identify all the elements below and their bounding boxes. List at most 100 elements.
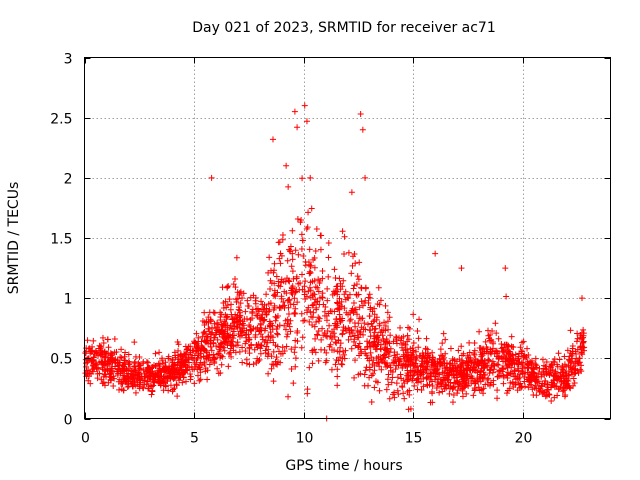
data-point xyxy=(382,302,389,309)
data-point xyxy=(416,352,423,359)
data-point xyxy=(84,370,91,377)
data-point xyxy=(158,355,165,362)
data-point xyxy=(198,342,205,349)
data-point xyxy=(96,370,103,377)
data-point xyxy=(233,298,240,305)
data-point xyxy=(232,276,239,283)
data-point xyxy=(174,393,181,400)
data-point xyxy=(157,361,164,368)
data-point xyxy=(215,350,222,357)
data-point xyxy=(224,342,231,349)
data-point xyxy=(445,382,452,389)
data-point xyxy=(437,352,444,359)
data-point xyxy=(354,334,361,341)
data-point xyxy=(117,354,124,361)
data-point xyxy=(418,358,425,365)
data-point xyxy=(294,299,301,306)
data-point xyxy=(384,345,391,352)
x-tick-label: 5 xyxy=(190,431,199,447)
data-point xyxy=(405,354,412,361)
data-point xyxy=(335,337,342,344)
data-point xyxy=(542,393,549,400)
data-point xyxy=(413,357,420,364)
data-point xyxy=(271,280,278,287)
data-point xyxy=(282,326,289,333)
data-point xyxy=(306,318,313,325)
data-point xyxy=(298,246,305,253)
data-point xyxy=(356,259,363,266)
data-point xyxy=(252,334,259,341)
data-point xyxy=(373,355,380,362)
data-point xyxy=(345,336,352,343)
data-point xyxy=(307,279,314,286)
data-point xyxy=(267,286,274,293)
data-point xyxy=(303,225,310,232)
data-point xyxy=(225,363,232,370)
data-point xyxy=(180,350,187,357)
data-point xyxy=(341,250,348,257)
data-point xyxy=(575,359,582,366)
data-point xyxy=(217,328,224,335)
data-point xyxy=(199,344,206,351)
data-point xyxy=(208,174,215,181)
data-point xyxy=(281,288,288,295)
data-point xyxy=(524,345,531,352)
data-point xyxy=(500,380,507,387)
data-point xyxy=(257,321,264,328)
data-point xyxy=(428,388,435,395)
data-point xyxy=(502,346,509,353)
data-point xyxy=(520,338,527,345)
data-point xyxy=(361,320,368,327)
data-point xyxy=(150,382,157,389)
x-tick-label: 10 xyxy=(296,431,314,447)
data-point xyxy=(187,376,194,383)
data-point xyxy=(358,284,365,291)
data-point xyxy=(557,375,564,382)
data-point xyxy=(125,351,132,358)
data-point xyxy=(404,378,411,385)
data-point xyxy=(317,246,324,253)
data-point xyxy=(131,339,138,346)
data-point xyxy=(195,352,202,359)
data-point xyxy=(528,360,535,367)
data-point xyxy=(117,368,124,375)
data-point xyxy=(563,381,570,388)
data-point xyxy=(307,263,314,270)
y-tick-label: 1.5 xyxy=(50,232,72,248)
data-point xyxy=(223,314,230,321)
data-point xyxy=(462,382,469,389)
data-point xyxy=(194,372,201,379)
data-point xyxy=(261,339,268,346)
data-point xyxy=(292,247,299,254)
data-point xyxy=(384,376,391,383)
data-point xyxy=(489,358,496,365)
data-point xyxy=(313,304,320,311)
data-point xyxy=(127,365,134,372)
data-point xyxy=(558,378,565,385)
data-point xyxy=(284,257,291,264)
data-point xyxy=(112,356,119,363)
data-point xyxy=(356,315,363,322)
data-point xyxy=(545,391,552,398)
data-point xyxy=(411,382,418,389)
data-point xyxy=(551,369,558,376)
data-point xyxy=(123,366,130,373)
data-point xyxy=(249,315,256,322)
data-point xyxy=(295,251,302,258)
data-point xyxy=(224,326,231,333)
data-point xyxy=(226,296,233,303)
data-point xyxy=(463,375,470,382)
data-point xyxy=(410,347,417,354)
data-point xyxy=(316,318,323,325)
data-point xyxy=(300,253,307,260)
data-point xyxy=(470,377,477,384)
data-point xyxy=(580,326,587,333)
data-point xyxy=(447,345,454,352)
data-point xyxy=(247,323,254,330)
data-point xyxy=(263,291,270,298)
data-point xyxy=(208,317,215,324)
data-point xyxy=(299,237,306,244)
data-point xyxy=(450,391,457,398)
data-points xyxy=(82,102,588,422)
data-point xyxy=(396,358,403,365)
